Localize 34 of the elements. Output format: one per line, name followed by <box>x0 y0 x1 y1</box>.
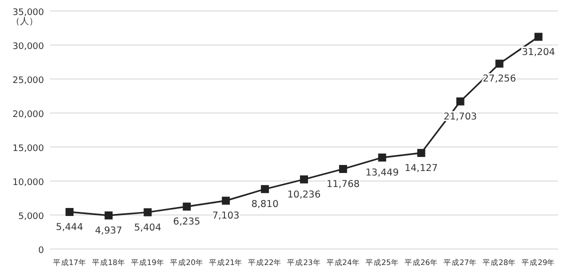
data-label: 27,256 <box>482 74 516 85</box>
data-label: 13,449 <box>366 168 399 179</box>
y-tick-label: 10,000 <box>12 178 44 188</box>
data-label: 14,127 <box>404 162 438 174</box>
point <box>534 32 542 41</box>
point <box>300 175 308 184</box>
point <box>495 60 504 68</box>
point <box>222 196 230 205</box>
point <box>260 185 269 194</box>
data-label: 11,768 <box>326 178 360 190</box>
y-tick-label: 35,000 <box>12 8 44 18</box>
point <box>182 202 191 211</box>
y-axis-title: （人） <box>11 16 38 27</box>
point <box>66 208 74 216</box>
data-label: 10,236 <box>287 189 321 200</box>
data-label: 4,937 <box>95 225 122 236</box>
y-tick-label: 0 <box>38 246 44 256</box>
point <box>339 164 348 173</box>
y-tick-label: 15,000 <box>12 144 44 154</box>
point <box>417 148 426 157</box>
data-label: 8,810 <box>251 199 279 210</box>
data-label: 6,235 <box>173 216 200 228</box>
point <box>104 211 113 220</box>
data-label: 5,404 <box>134 222 162 234</box>
y-tick-label: 25,000 <box>12 76 44 86</box>
data-label: 5,444 <box>56 222 84 233</box>
y-tick-label: 5,000 <box>18 212 44 222</box>
point <box>378 154 386 162</box>
y-tick-label: 20,000 <box>12 110 44 120</box>
data-label: 7,103 <box>212 210 240 222</box>
point <box>144 208 152 216</box>
point <box>456 97 464 106</box>
y-tick-label: 30,000 <box>12 42 44 52</box>
data-label: 31,204 <box>522 46 556 58</box>
